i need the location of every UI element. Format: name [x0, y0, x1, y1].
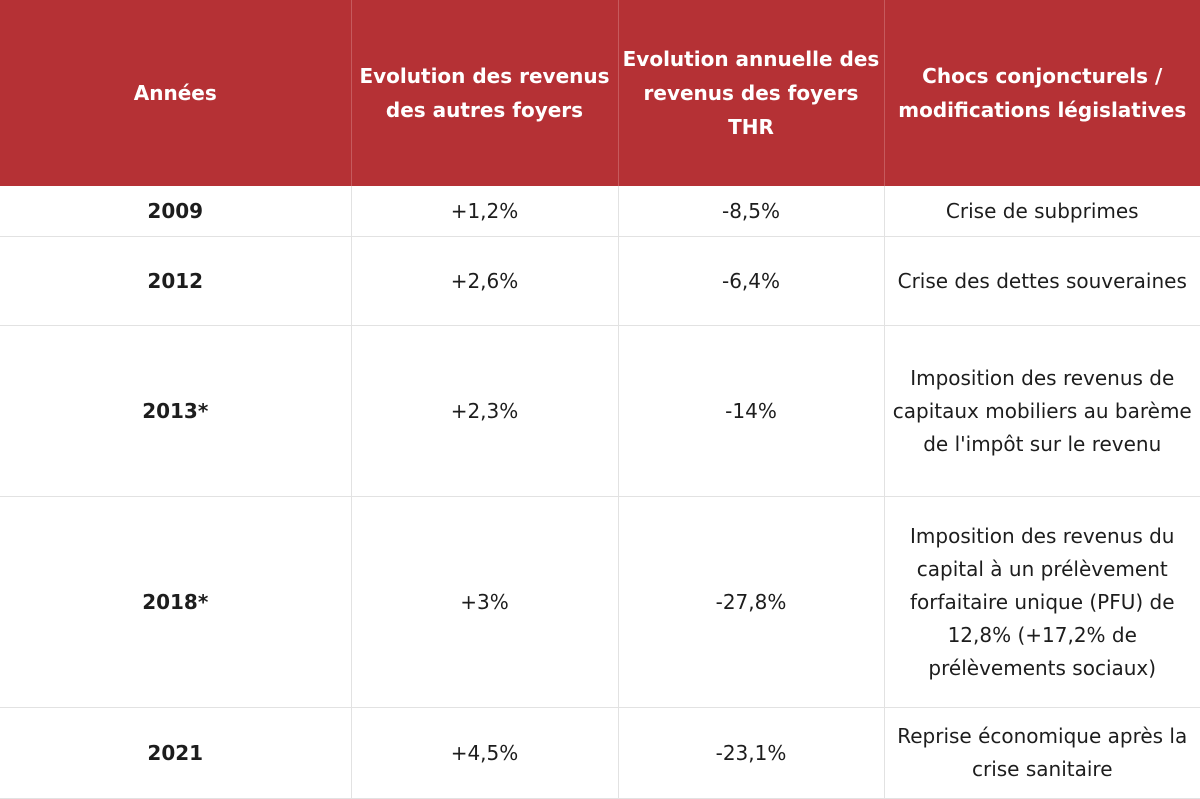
table-row: 2021 +4,5% -23,1% Reprise économique apr…	[0, 707, 1200, 799]
header-row: Années Evolution des revenus des autres …	[0, 0, 1200, 186]
header-years: Années	[0, 0, 352, 186]
cell-other-households: +4,5%	[351, 707, 619, 799]
cell-thr-households: -14%	[618, 325, 885, 497]
cell-other-households: +2,6%	[351, 236, 619, 326]
cell-shock: Crise des dettes souveraines	[884, 236, 1200, 326]
cell-shock: Imposition des revenus du capital à un p…	[884, 496, 1200, 708]
cell-other-households: +3%	[351, 496, 619, 708]
cell-thr-households: -27,8%	[618, 496, 885, 708]
cell-thr-households: -8,5%	[618, 186, 885, 237]
header-other-households: Evolution des revenus des autres foyers	[351, 0, 619, 186]
table-header: Années Evolution des revenus des autres …	[0, 0, 1200, 186]
cell-shock: Crise de subprimes	[884, 186, 1200, 237]
cell-thr-households: -23,1%	[618, 707, 885, 799]
cell-year: 2013*	[0, 325, 352, 497]
table-row: 2013* +2,3% -14% Imposition des revenus …	[0, 325, 1200, 497]
header-thr-households: Evolution annuelle des revenus des foyer…	[618, 0, 885, 186]
cell-shock: Reprise économique après la crise sanita…	[884, 707, 1200, 799]
table-row: 2012 +2,6% -6,4% Crise des dettes souver…	[0, 236, 1200, 326]
table-row: 2009 +1,2% -8,5% Crise de subprimes	[0, 186, 1200, 237]
cell-thr-households: -6,4%	[618, 236, 885, 326]
cell-year: 2009	[0, 186, 352, 237]
table-body: 2009 +1,2% -8,5% Crise de subprimes 2012…	[0, 186, 1200, 799]
cell-year: 2018*	[0, 496, 352, 708]
cell-shock: Imposition des revenus de capitaux mobil…	[884, 325, 1200, 497]
table-row: 2018* +3% -27,8% Imposition des revenus …	[0, 496, 1200, 708]
cell-year: 2012	[0, 236, 352, 326]
cell-other-households: +2,3%	[351, 325, 619, 497]
cell-year: 2021	[0, 707, 352, 799]
cell-other-households: +1,2%	[351, 186, 619, 237]
header-shocks: Chocs conjoncturels / modifications légi…	[884, 0, 1200, 186]
